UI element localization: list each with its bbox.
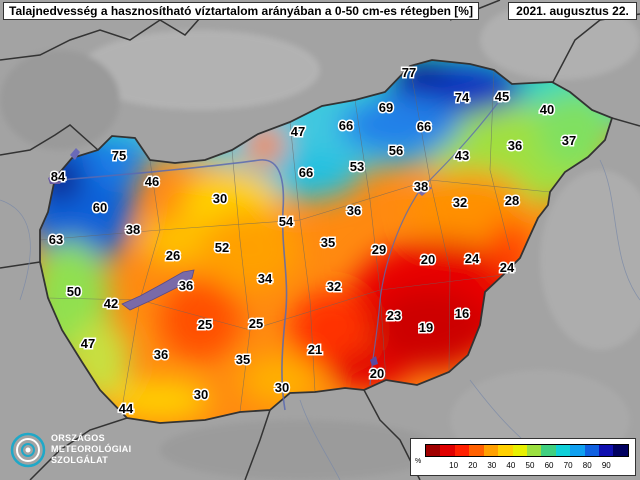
station-value: 56 xyxy=(389,143,403,158)
map-title: Talajnedvesség a hasznosítható víztartal… xyxy=(3,2,479,20)
station-value: 66 xyxy=(417,119,431,134)
station-value: 44 xyxy=(119,401,134,416)
color-legend: % 10 20 30 40 50 60 70 80 90 xyxy=(410,438,636,476)
legend-tick: 60 xyxy=(544,461,554,470)
omsz-logo-icon xyxy=(10,432,46,468)
station-value: 47 xyxy=(291,124,305,139)
station-value: 66 xyxy=(299,165,313,180)
logo-line3: SZOLGÁLAT xyxy=(51,455,109,465)
makó-marker xyxy=(370,356,378,366)
station-value: 21 xyxy=(308,342,322,357)
legend-color-step xyxy=(599,445,614,456)
station-value: 16 xyxy=(455,306,469,321)
legend-tick: 80 xyxy=(582,461,592,470)
station-value: 36 xyxy=(347,203,361,218)
danube-river xyxy=(59,159,288,411)
station-value: 77 xyxy=(402,65,416,80)
station-value: 32 xyxy=(327,279,341,294)
lake-ferto xyxy=(48,172,66,184)
station-value: 42 xyxy=(104,296,118,311)
legend-color-bar xyxy=(425,444,629,457)
legend-unit: % xyxy=(415,458,422,465)
station-value: 84 xyxy=(51,169,66,184)
station-value: 66 xyxy=(339,118,353,133)
station-value: 25 xyxy=(198,317,212,332)
logo-line1: ORSZÁGOS xyxy=(51,433,105,443)
legend-tick: 90 xyxy=(601,461,611,470)
station-value: 50 xyxy=(67,284,81,299)
legend-color-step xyxy=(526,445,542,456)
legend-tick: 50 xyxy=(525,461,535,470)
station-value: 46 xyxy=(145,174,159,189)
station-value: 20 xyxy=(421,252,435,267)
station-value: 34 xyxy=(258,271,273,286)
station-value: 54 xyxy=(279,214,294,229)
legend-color-step xyxy=(483,445,499,456)
station-value: 30 xyxy=(213,191,227,206)
station-value: 30 xyxy=(275,380,289,395)
legend-color-step xyxy=(469,445,484,456)
station-value: 24 xyxy=(465,251,480,266)
legend-tick: 70 xyxy=(563,461,573,470)
station-value: 20 xyxy=(370,366,384,381)
legend-color-step xyxy=(570,445,585,456)
station-value: 23 xyxy=(387,308,401,323)
legend-color-step xyxy=(512,445,527,456)
station-value: 75 xyxy=(112,148,126,163)
logo-line2: METEOROLÓGIAI xyxy=(51,444,132,454)
station-value: 43 xyxy=(455,148,469,163)
station-value: 30 xyxy=(194,387,208,402)
legend-tick: 40 xyxy=(506,461,516,470)
station-value: 40 xyxy=(540,102,554,117)
lake-balaton xyxy=(121,269,195,311)
station-value: 36 xyxy=(179,278,193,293)
legend-color-step xyxy=(541,445,556,456)
station-value: 35 xyxy=(321,235,335,250)
map-date: 2021. augusztus 22. xyxy=(508,2,637,20)
station-value: 45 xyxy=(495,89,509,104)
legend-tick: 30 xyxy=(487,461,497,470)
rivers xyxy=(0,159,640,480)
legend-color-step xyxy=(584,445,600,456)
station-value: 37 xyxy=(562,133,576,148)
station-value: 32 xyxy=(453,195,467,210)
lake-tisza xyxy=(415,184,432,196)
hungary-border xyxy=(39,59,614,424)
station-value: 25 xyxy=(249,316,263,331)
station-value: 19 xyxy=(419,320,433,335)
legend-color-step xyxy=(440,445,455,456)
station-value: 24 xyxy=(500,260,515,275)
station-value: 35 xyxy=(236,352,250,367)
legend-color-step xyxy=(555,445,571,456)
station-value: 38 xyxy=(126,222,140,237)
station-value: 36 xyxy=(154,347,168,362)
legend-color-step xyxy=(613,445,628,456)
legend-color-step xyxy=(426,445,441,456)
station-value: 53 xyxy=(350,159,364,174)
station-value: 26 xyxy=(166,248,180,263)
tisza-river xyxy=(369,99,501,386)
station-value: 69 xyxy=(379,100,393,115)
station-value: 74 xyxy=(455,90,470,105)
county-borders xyxy=(40,65,551,421)
station-value: 38 xyxy=(414,179,428,194)
legend-color-step xyxy=(498,445,513,456)
station-value: 60 xyxy=(93,200,107,215)
station-value: 47 xyxy=(81,336,95,351)
legend-tick: 10 xyxy=(449,461,459,470)
station-labels: 77 74 45 40 69 66 66 47 37 36 43 56 75 53 66 84 46 38 30 32… xyxy=(47,64,577,418)
lake-neusiedl-north xyxy=(70,148,80,160)
station-value: 52 xyxy=(215,240,229,255)
omsz-logo: ORSZÁGOS METEOROLÓGIAI SZOLGÁLAT xyxy=(10,428,150,474)
station-value: 29 xyxy=(372,242,386,257)
legend-color-step xyxy=(454,445,470,456)
station-value: 28 xyxy=(505,193,519,208)
station-value: 63 xyxy=(49,232,63,247)
station-value: 36 xyxy=(508,138,522,153)
legend-tick: 20 xyxy=(468,461,478,470)
